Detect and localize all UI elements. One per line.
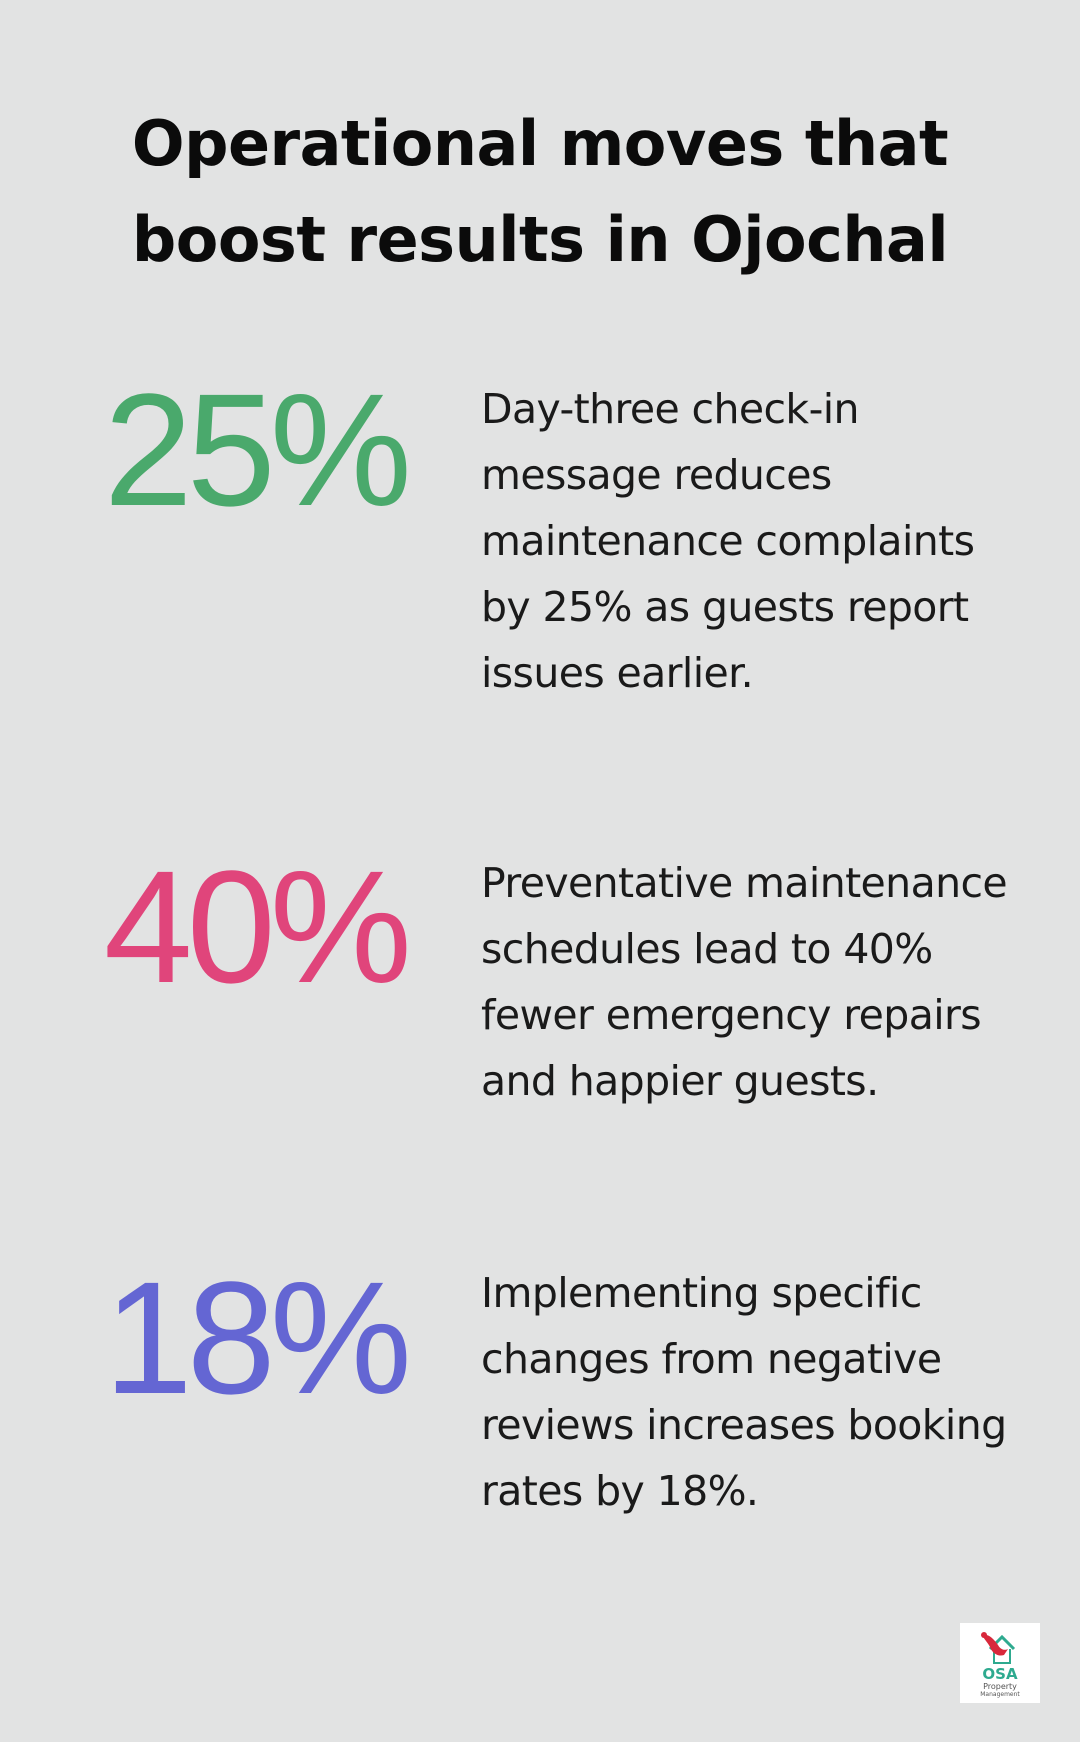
page-title: Operational moves that boost results in … — [60, 96, 1020, 288]
stat-value: 40% — [103, 837, 412, 1016]
stat-description: Implementing specific changes from negat… — [481, 1269, 1007, 1515]
stat-description: Day-three check-in message reduces maint… — [481, 385, 975, 697]
stat-value: 25% — [103, 360, 412, 539]
company-logo: OSA Property Management — [960, 1623, 1040, 1703]
logo-name: OSA — [982, 1665, 1018, 1683]
title-line-1: Operational moves that — [131, 107, 949, 180]
stat-value: 18% — [103, 1248, 412, 1427]
logo-subtitle-2: Management — [980, 1691, 1020, 1698]
title-line-2: boost results in Ojochal — [131, 203, 949, 276]
bird-house-icon — [981, 1632, 1016, 1664]
logo-subtitle-1: Property — [983, 1682, 1017, 1691]
stat-description: Preventative maintenance schedules lead … — [481, 859, 1008, 1105]
